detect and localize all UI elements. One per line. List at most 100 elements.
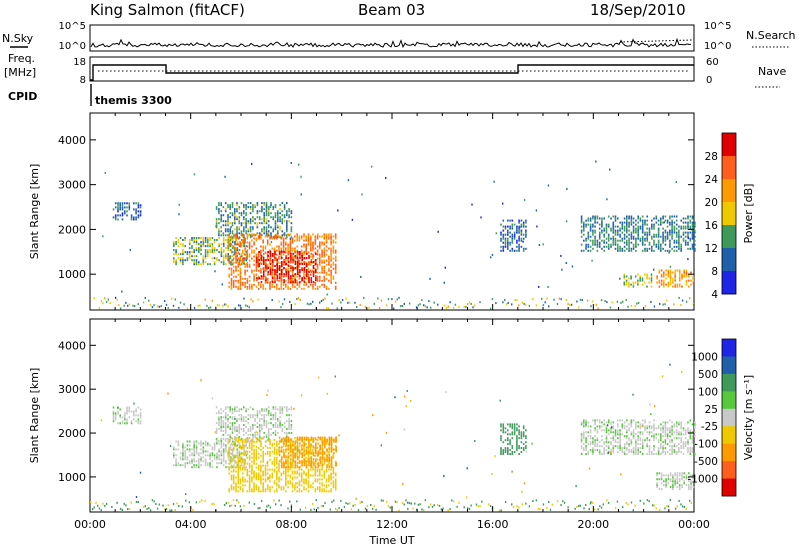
data-cell [184,464,186,467]
data-cell [283,431,286,434]
data-cell [596,445,599,448]
data-cell [639,451,642,453]
data-cell [518,243,520,246]
data-cell [258,424,261,427]
data-cell [285,285,287,288]
data-cell [321,462,323,465]
data-cell [191,460,193,463]
data-cell [186,448,189,451]
data-cell [119,214,121,217]
data-cell [237,458,240,461]
data-cell [400,305,402,307]
data-cell [227,442,229,445]
data-cell [671,247,673,250]
data-cell [278,265,281,267]
data-cell [235,476,237,479]
data-cell [220,210,222,213]
data-cell [240,437,243,440]
data-cell [525,233,527,236]
data-cell [664,427,667,430]
data-cell [632,247,635,250]
data-cell [307,251,310,254]
data-cell [274,406,277,409]
data-cell [664,237,667,240]
data-cell [253,275,255,278]
data-cell [245,426,247,428]
data-cell [303,287,305,290]
data-cell [182,442,184,445]
data-cell [242,283,244,286]
data-cell [364,306,367,309]
data-cell [242,249,244,252]
data-cell [637,421,639,424]
data-cell [240,202,243,205]
data-cell [323,241,326,244]
data-cell [296,458,299,461]
data-cell [328,263,330,266]
data-cell [298,454,301,457]
data-cell [177,245,180,248]
data-cell [300,251,303,254]
data-cell [245,224,247,227]
data-cell [253,273,255,276]
data-cell [663,279,665,282]
data-cell [229,462,232,465]
data-cell [271,299,273,301]
data-cell [251,269,253,272]
data-cell [635,427,637,430]
data-cell [516,437,518,440]
data-cell [294,261,297,263]
data-cell [271,450,274,453]
data-cell [299,450,301,453]
data-cell [298,283,301,286]
data-cell [261,234,263,237]
data-cell [220,422,222,425]
data-cell [182,261,184,264]
data-cell [662,237,664,240]
data-cell [685,269,688,272]
data-cell [244,285,246,288]
data-cell [247,428,250,430]
data-cell [689,227,692,230]
data-cell [673,241,676,244]
data-cell [228,488,230,491]
data-cell [243,222,245,225]
data-cell [312,300,314,303]
data-cell [635,441,637,444]
data-cell [678,237,680,240]
data-cell [242,466,244,469]
data-cell [229,406,231,409]
data-cell [502,219,505,222]
data-cell [278,454,281,457]
data-cell [105,300,108,303]
data-cell [669,427,671,430]
data-cell [669,275,672,278]
data-cell [500,231,502,234]
data-cell [112,410,115,413]
data-cell [232,446,235,449]
data-cell [292,267,294,269]
data-cell [243,206,245,209]
data-cell [520,223,523,226]
data-cell [612,437,615,440]
data-cell [650,273,653,276]
data-cell [220,452,223,455]
data-cell [249,228,252,231]
data-cell [632,285,635,288]
data-cell [232,464,235,467]
data-cell [241,462,243,465]
data-cell [650,277,653,280]
data-cell [188,454,191,457]
data-cell [666,235,669,238]
data-cell [204,241,207,244]
data-cell [617,419,619,422]
data-cell [121,212,124,215]
data-cell [207,241,209,244]
data-cell [124,202,126,205]
data-cell [585,425,587,428]
data-cell [227,420,229,423]
data-cell [312,267,315,269]
data-cell [509,423,511,426]
data-cell [648,241,651,244]
data-cell [216,456,218,459]
